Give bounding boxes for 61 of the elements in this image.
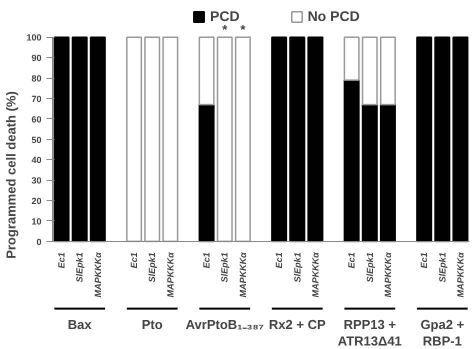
bar (216, 36, 233, 242)
x-tick-label: MAPKKKα (310, 252, 320, 298)
x-tick-label: MAPKKKα (382, 252, 393, 298)
x-tick-label: Ec1 (346, 252, 357, 268)
y-tick-label: 70 (31, 94, 42, 104)
bar (380, 36, 396, 106)
bar (162, 36, 178, 242)
x-tick-label: SlEpk1 (147, 252, 158, 282)
bar (72, 36, 88, 242)
bar (344, 36, 360, 81)
bar (434, 36, 450, 242)
bar (126, 36, 142, 242)
x-tick-label: Ec1 (129, 252, 140, 268)
x-tick-label: Ec1 (419, 252, 430, 268)
y-tick-label: 40 (31, 155, 42, 166)
y-tick-label: 80 (31, 74, 42, 84)
data-label: * (222, 22, 228, 38)
y-axis-title: Programmed cell death (%) (3, 91, 18, 259)
bar (452, 36, 468, 242)
bar (362, 104, 378, 242)
text: RPP13 + ATR13Δ41 (338, 316, 402, 348)
bar (416, 36, 432, 242)
x-tick-label: SlEpk1 (292, 252, 302, 282)
y-tick-label: 60 (31, 114, 42, 124)
text: Bax (68, 316, 92, 332)
x-tick-label: Ec1 (202, 252, 212, 268)
data-label: * (240, 22, 246, 38)
text: AvrPtoB₁₋₃₈₇ (186, 316, 264, 332)
x-tick-label: Ec1 (56, 252, 67, 268)
x-tick-label: SlEpk1 (220, 252, 230, 282)
bar (271, 36, 288, 242)
text: Rx2 + CP (268, 316, 326, 332)
legend-label: No PCD (308, 8, 360, 24)
bar (198, 36, 215, 106)
y-tick-label: 20 (31, 196, 42, 206)
bar (344, 79, 360, 242)
bar (198, 104, 215, 242)
x-tick-label: MAPKKKα (455, 252, 466, 298)
y-tick-label: 90 (31, 53, 42, 64)
text: Pto (142, 316, 163, 332)
y-tick-label: 50 (31, 134, 42, 145)
y-tick-label: 10 (31, 216, 42, 226)
y-tick-label: 30 (31, 176, 42, 186)
y-tick-label: 0 (36, 236, 42, 247)
x-tick-label: MAPKKKα (92, 252, 103, 298)
bar (234, 36, 251, 242)
x-tick-label: MAPKKKα (238, 252, 248, 298)
legend-label: PCD (210, 8, 240, 24)
bar (289, 36, 306, 242)
x-tick-label: SlEpk1 (437, 252, 448, 282)
bar (307, 36, 324, 242)
x-tick-label: MAPKKKα (165, 252, 176, 298)
bar (380, 104, 396, 242)
bar (90, 36, 106, 242)
y-tick-label: 100 (26, 32, 42, 43)
bar (144, 36, 160, 242)
x-tick-label: SlEpk1 (364, 252, 375, 282)
x-tick-label: Ec1 (274, 252, 284, 268)
text: Gpa2 + RBP-1 (420, 316, 465, 348)
bar (362, 36, 378, 106)
x-tick-label: SlEpk1 (74, 252, 85, 282)
